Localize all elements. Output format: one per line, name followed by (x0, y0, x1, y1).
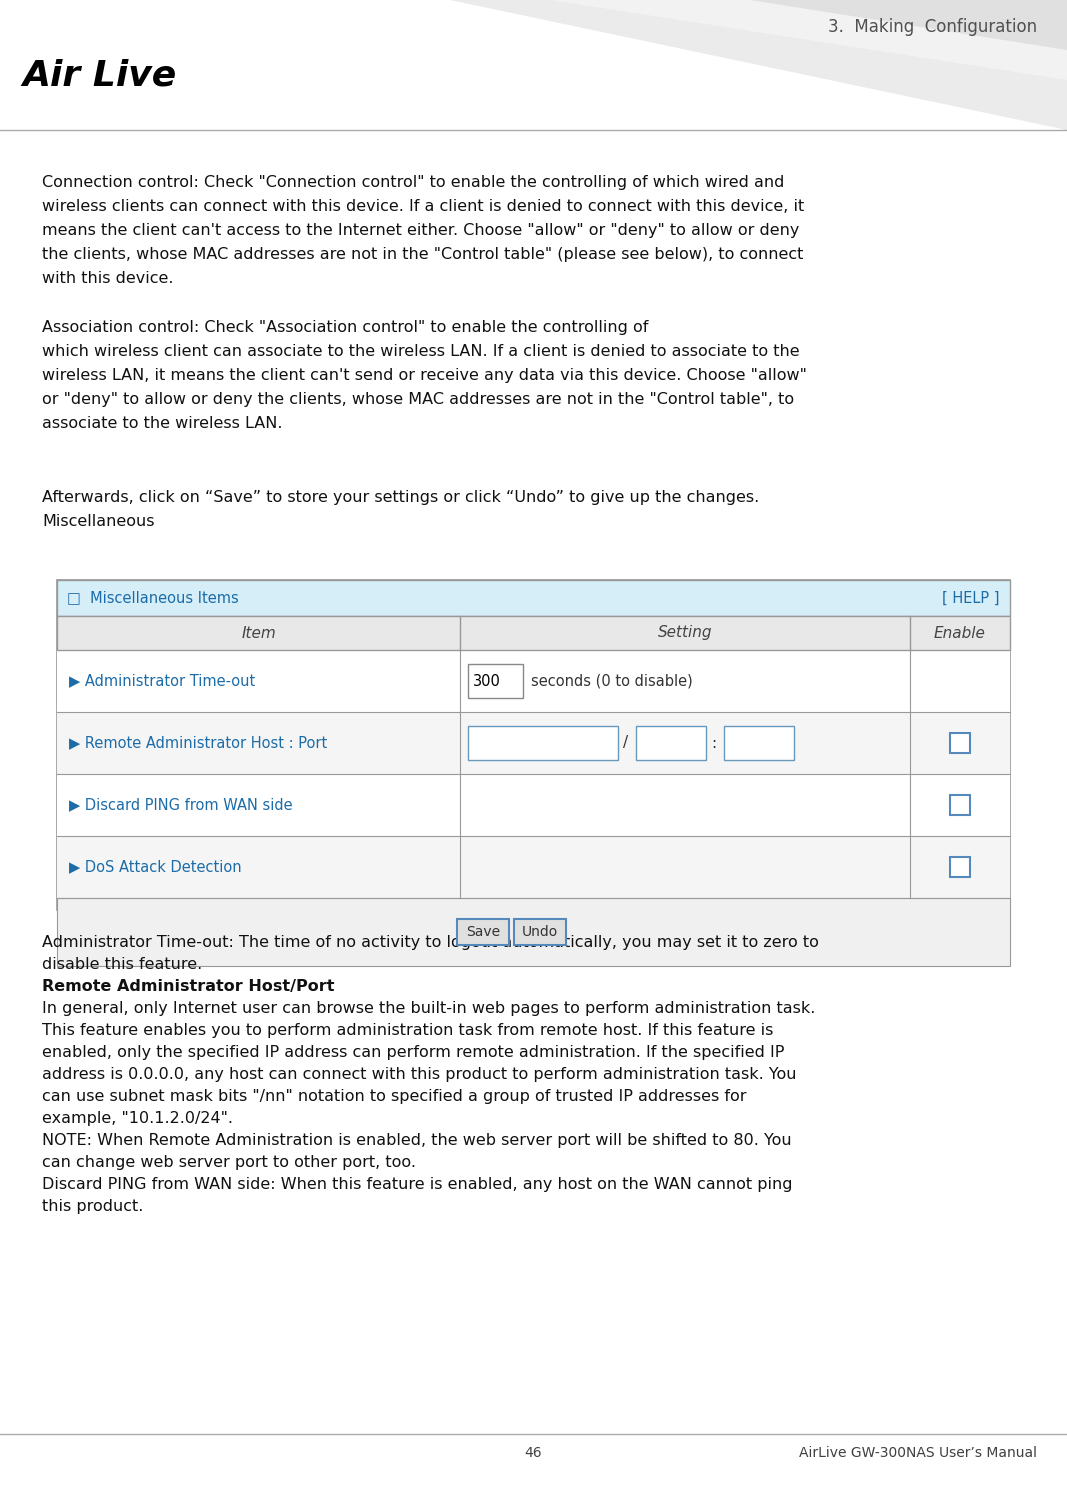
Text: Setting: Setting (657, 625, 713, 640)
Text: can use subnet mask bits "/nn" notation to specified a group of trusted IP addre: can use subnet mask bits "/nn" notation … (42, 1088, 747, 1103)
Text: this product.: this product. (42, 1199, 143, 1214)
Bar (57, 581, 1010, 910)
Text: 300: 300 (473, 673, 500, 688)
Text: /: / (623, 736, 628, 750)
Text: ▶ Administrator Time-out: ▶ Administrator Time-out (69, 673, 255, 688)
Text: :: : (711, 736, 716, 750)
Text: with this device.: with this device. (42, 271, 174, 286)
Text: disable this feature.: disable this feature. (42, 957, 203, 972)
Bar (950, 858, 970, 877)
Text: [ HELP ]: [ HELP ] (942, 591, 1000, 606)
Text: ▶ Remote Administrator Host : Port: ▶ Remote Administrator Host : Port (69, 736, 328, 750)
Text: means the client can't access to the Internet either. Choose "allow" or "deny" t: means the client can't access to the Int… (42, 223, 799, 238)
Text: the clients, whose MAC addresses are not in the "Control table" (please see belo: the clients, whose MAC addresses are not… (42, 247, 803, 262)
Bar (57, 581, 1010, 616)
Text: ▶ Discard PING from WAN side: ▶ Discard PING from WAN side (69, 798, 292, 813)
Bar (724, 727, 794, 759)
Text: □  Miscellaneous Items: □ Miscellaneous Items (67, 591, 239, 606)
Text: Afterwards, click on “Save” to store your settings or click “Undo” to give up th: Afterwards, click on “Save” to store you… (42, 490, 760, 505)
Text: NOTE: When Remote Administration is enabled, the web server port will be shifted: NOTE: When Remote Administration is enab… (42, 1133, 792, 1148)
Bar (57, 651, 1010, 712)
Bar (514, 919, 567, 946)
Text: Connection control: Check "Connection control" to enable the controlling of whic: Connection control: Check "Connection co… (42, 176, 784, 191)
Text: address is 0.0.0.0, any host can connect with this product to perform administra: address is 0.0.0.0, any host can connect… (42, 1068, 796, 1083)
Text: or "deny" to allow or deny the clients, whose MAC addresses are not in the "Cont: or "deny" to allow or deny the clients, … (42, 392, 794, 406)
Text: This feature enables you to perform administration task from remote host. If thi: This feature enables you to perform admi… (42, 1023, 774, 1038)
Text: Enable: Enable (934, 625, 986, 640)
Text: Remote Administrator Host/Port: Remote Administrator Host/Port (42, 978, 334, 995)
Text: wireless LAN, it means the client can't send or receive any data via this device: wireless LAN, it means the client can't … (42, 368, 807, 383)
Polygon shape (350, 0, 1067, 130)
Polygon shape (450, 0, 1067, 130)
Text: can change web server port to other port, too.: can change web server port to other port… (42, 1155, 416, 1170)
Text: Undo: Undo (522, 925, 558, 940)
Bar (468, 727, 618, 759)
Text: Air Live: Air Live (22, 58, 176, 92)
Text: ▶ DoS Attack Detection: ▶ DoS Attack Detection (69, 859, 241, 874)
Text: 3.  Making  Configuration: 3. Making Configuration (828, 18, 1037, 36)
Text: Item: Item (241, 625, 276, 640)
Text: example, "10.1.2.0/24".: example, "10.1.2.0/24". (42, 1111, 233, 1126)
Text: seconds (0 to disable): seconds (0 to disable) (531, 673, 692, 688)
Bar (950, 733, 970, 753)
Text: Save: Save (466, 925, 500, 940)
Text: Administrator Time-out: The time of no activity to logout automatically, you may: Administrator Time-out: The time of no a… (42, 935, 818, 950)
Text: wireless clients can connect with this device. If a client is denied to connect : wireless clients can connect with this d… (42, 200, 805, 214)
Text: associate to the wireless LAN.: associate to the wireless LAN. (42, 415, 283, 430)
Bar (57, 774, 1010, 835)
Bar (950, 795, 970, 814)
Text: 46: 46 (525, 1446, 542, 1461)
Text: which wireless client can associate to the wireless LAN. If a client is denied t: which wireless client can associate to t… (42, 344, 799, 359)
Text: Miscellaneous: Miscellaneous (42, 514, 155, 529)
Bar (57, 616, 1010, 651)
Bar (636, 727, 706, 759)
Text: In general, only Internet user can browse the built-in web pages to perform admi: In general, only Internet user can brows… (42, 1001, 815, 1015)
Polygon shape (550, 0, 1067, 80)
Bar (57, 712, 1010, 774)
Text: enabled, only the specified IP address can perform remote administration. If the: enabled, only the specified IP address c… (42, 1045, 784, 1060)
Bar (57, 898, 1010, 966)
Bar (57, 835, 1010, 898)
Text: AirLive GW-300NAS User’s Manual: AirLive GW-300NAS User’s Manual (799, 1446, 1037, 1461)
Bar (468, 664, 523, 698)
Bar (458, 919, 509, 946)
Text: Association control: Check "Association control" to enable the controlling of: Association control: Check "Association … (42, 320, 649, 335)
Text: Discard PING from WAN side: When this feature is enabled, any host on the WAN ca: Discard PING from WAN side: When this fe… (42, 1176, 793, 1193)
